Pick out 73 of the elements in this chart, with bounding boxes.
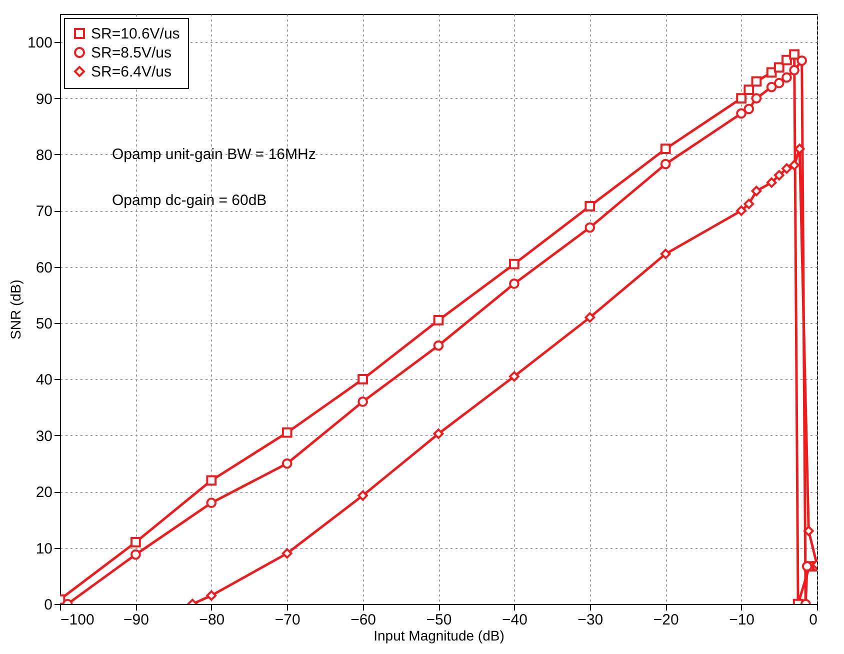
x-tick-label: 0 xyxy=(809,612,818,628)
point xyxy=(509,258,520,270)
y-tick-label: 40 xyxy=(36,372,52,389)
point xyxy=(744,198,754,210)
point xyxy=(774,62,784,73)
point xyxy=(660,144,671,154)
point xyxy=(584,222,596,233)
point xyxy=(751,93,762,104)
x-tick-label: −20 xyxy=(653,612,679,628)
point xyxy=(751,186,762,196)
x-tick-label: −90 xyxy=(123,612,149,628)
x-tick-label: −100 xyxy=(60,612,94,628)
y-tick-label: 0 xyxy=(44,596,52,614)
y-tick-label: 90 xyxy=(36,90,52,108)
y-tick-label: 80 xyxy=(36,146,52,164)
point xyxy=(736,93,746,104)
point xyxy=(782,54,792,66)
point xyxy=(282,548,292,559)
annotation: Opamp dc-gain = 60dB xyxy=(112,192,267,209)
point xyxy=(206,498,217,508)
point xyxy=(744,104,754,114)
y-tick-label: 30 xyxy=(36,428,52,445)
y-tick-label: 50 xyxy=(36,316,52,333)
x-tick-label: −40 xyxy=(502,612,528,628)
point xyxy=(802,561,812,572)
point xyxy=(744,84,754,96)
y-tick-label: 100 xyxy=(27,34,52,52)
point xyxy=(766,82,777,92)
y-tick-label: 70 xyxy=(36,203,52,220)
y-axis-title: SNR (dB) xyxy=(7,280,24,340)
x-tick-label: −30 xyxy=(578,612,604,628)
point xyxy=(433,340,444,351)
point xyxy=(789,65,800,76)
point xyxy=(358,396,368,407)
point xyxy=(282,427,292,438)
point xyxy=(206,475,217,486)
point xyxy=(789,49,800,60)
x-tick-label: −60 xyxy=(350,612,376,628)
point xyxy=(766,177,777,188)
x-axis-title: Input Magnitude (dB) xyxy=(374,628,504,644)
y-tick-label: 20 xyxy=(36,484,52,502)
point xyxy=(736,108,746,119)
point xyxy=(130,549,141,560)
y-tick-label: 60 xyxy=(36,259,52,276)
x-tick-label: −50 xyxy=(426,612,452,628)
point xyxy=(433,315,444,326)
point xyxy=(736,205,746,216)
point xyxy=(509,371,520,382)
x-tick-label: −80 xyxy=(199,612,225,628)
point xyxy=(774,170,784,180)
y-tick-label: 10 xyxy=(36,540,52,558)
point xyxy=(782,163,792,174)
point xyxy=(796,55,808,66)
point xyxy=(358,374,368,384)
legend-label: SR=6.4V/us xyxy=(91,64,172,80)
legend-label: SR=10.6V/us xyxy=(91,26,180,42)
point xyxy=(433,428,444,439)
point xyxy=(584,312,596,323)
point xyxy=(774,78,784,88)
annotation: Opamp unit-gain BW = 16MHz xyxy=(112,146,316,163)
x-tick-label: −70 xyxy=(274,612,300,628)
point xyxy=(660,158,671,170)
point xyxy=(584,200,596,212)
point xyxy=(751,76,762,87)
point xyxy=(358,490,368,501)
x-tick-label: −10 xyxy=(729,612,755,628)
point xyxy=(130,537,141,548)
point xyxy=(782,72,792,83)
legend-label: SR=8.5V/us xyxy=(91,44,172,62)
point xyxy=(206,590,217,601)
point xyxy=(660,248,671,260)
point xyxy=(282,458,292,469)
point xyxy=(509,278,520,289)
